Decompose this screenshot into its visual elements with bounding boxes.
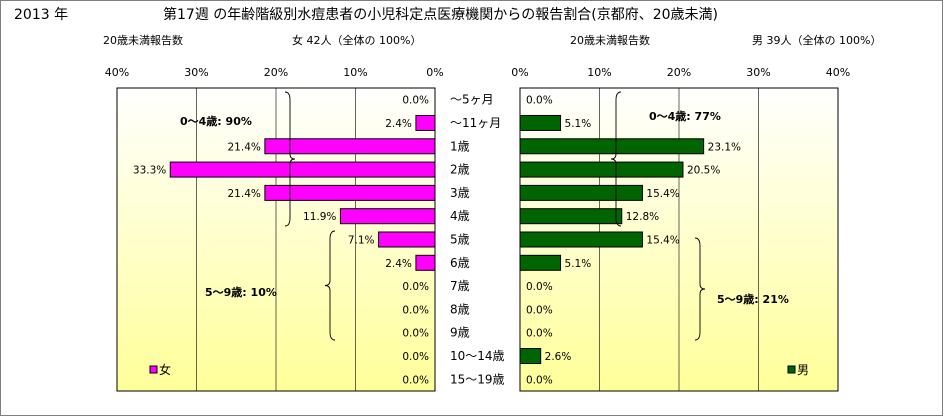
female-bar	[264, 138, 436, 155]
female-value-label: 21.4%	[228, 141, 261, 153]
male-annotation-5-9: 5～9歳: 21%	[717, 292, 789, 306]
male-bar	[519, 208, 623, 225]
male-bar	[519, 231, 643, 248]
age-category-label: ～11ヶ月	[450, 116, 501, 130]
male-value-label: 5.1%	[565, 118, 592, 130]
female-tick-label: 10%	[343, 66, 367, 79]
age-category-label: 5歳	[450, 233, 470, 247]
male-bar	[519, 184, 643, 201]
female-brace-0-4	[284, 91, 296, 227]
age-category-label: ～5ヶ月	[450, 93, 494, 107]
male-tick-label: 40%	[826, 66, 850, 79]
male-value-label: 15.4%	[646, 188, 679, 200]
female-value-label: 0.0%	[402, 374, 429, 386]
female-subtitle-right: 女 42人（全体の 100%）	[292, 33, 421, 47]
female-annotation-0-4: 0～4歳: 90%	[180, 114, 252, 128]
male-value-label: 0.0%	[526, 304, 553, 316]
age-category-label: 4歳	[450, 209, 470, 223]
age-category-label: 2歳	[450, 163, 470, 177]
female-bar	[415, 254, 436, 271]
female-bar	[339, 208, 436, 225]
female-value-label: 21.4%	[228, 188, 261, 200]
male-value-label: 12.8%	[626, 211, 659, 223]
female-value-label: 0.0%	[402, 95, 429, 107]
male-bar	[519, 114, 562, 131]
male-bar	[519, 138, 705, 155]
female-legend-label: 女	[159, 362, 171, 377]
age-category-label: 6歳	[450, 256, 470, 270]
male-legend-swatch	[787, 365, 796, 374]
age-category-label: 3歳	[450, 186, 470, 200]
female-annotation-5-9: 5～9歳: 10%	[205, 285, 277, 299]
male-brace-0-4	[610, 91, 622, 227]
male-tick-label: 10%	[587, 66, 611, 79]
male-subtitle-right: 男 39人（全体の 100%）	[752, 33, 881, 47]
female-value-label: 2.4%	[385, 118, 412, 130]
male-value-label: 2.6%	[545, 351, 572, 363]
male-subtitle-left: 20歳未満報告数	[570, 34, 650, 47]
male-value-label: 5.1%	[565, 258, 592, 270]
male-tick-label: 20%	[667, 66, 691, 79]
female-brace-5-9	[324, 230, 336, 341]
male-brace-5-9	[694, 237, 706, 341]
male-value-label: 0.0%	[526, 328, 553, 340]
male-value-label: 0.0%	[526, 281, 553, 293]
male-tick-label: 0%	[511, 66, 528, 79]
female-tick-label: 30%	[184, 66, 208, 79]
year-label: 2013 年	[14, 7, 68, 23]
male-value-label: 20.5%	[687, 165, 720, 177]
age-category-label: 10～14歳	[450, 349, 505, 363]
female-value-label: 0.0%	[402, 351, 429, 363]
male-annotation-0-4: 0～4歳: 77%	[649, 109, 721, 123]
female-tick-label: 0%	[426, 66, 443, 79]
male-legend-label: 男	[797, 363, 809, 377]
age-category-label: 9歳	[450, 326, 470, 340]
female-bar	[169, 161, 436, 178]
female-bar-chart: 0% 10% 20% 30% 40% 0.0% 2.4% 21.4% 33.3% 21.4% 11.…	[105, 66, 444, 392]
female-bar	[378, 231, 436, 248]
female-bar	[264, 184, 436, 201]
female-value-label: 0.0%	[402, 304, 429, 316]
male-value-label: 15.4%	[646, 235, 679, 247]
female-subtitle-left: 20歳未満報告数	[103, 34, 183, 47]
female-legend-swatch	[149, 365, 158, 374]
age-category-label: 15～19歳	[450, 372, 505, 386]
female-value-label: 0.0%	[402, 328, 429, 340]
female-value-label: 0.0%	[402, 281, 429, 293]
male-bar	[519, 254, 562, 271]
male-tick-label: 30%	[746, 66, 770, 79]
female-tick-label: 40%	[105, 66, 129, 79]
male-bar-chart: 0% 10% 20% 30% 40% 0.0% 5.1% 23.1% 20.5% 15.4% 12.…	[511, 66, 850, 392]
female-value-label: 2.4%	[385, 258, 412, 270]
male-value-label: 23.1%	[708, 141, 741, 153]
female-value-label: 7.1%	[348, 235, 375, 247]
female-value-label: 33.3%	[133, 165, 166, 177]
male-bar	[519, 348, 542, 365]
male-bar	[519, 161, 684, 178]
female-value-label: 11.9%	[303, 211, 336, 223]
age-category-label: 1歳	[450, 139, 470, 153]
chart-title: 第17週 の年齢階級別水痘患者の小児科定点医療機関からの報告割合(京都府、20歳…	[163, 6, 718, 23]
age-category-label: 7歳	[450, 279, 470, 293]
male-value-label: 0.0%	[526, 95, 553, 107]
age-category-label: 8歳	[450, 302, 470, 316]
male-value-label: 0.0%	[526, 374, 553, 386]
age-category-labels: ～5ヶ月 ～11ヶ月 1歳 2歳 3歳 4歳 5歳 6歳 7歳 8歳 9歳 10～14歳 15～19歳	[450, 93, 505, 387]
female-bar	[415, 114, 436, 131]
female-tick-label: 20%	[264, 66, 288, 79]
